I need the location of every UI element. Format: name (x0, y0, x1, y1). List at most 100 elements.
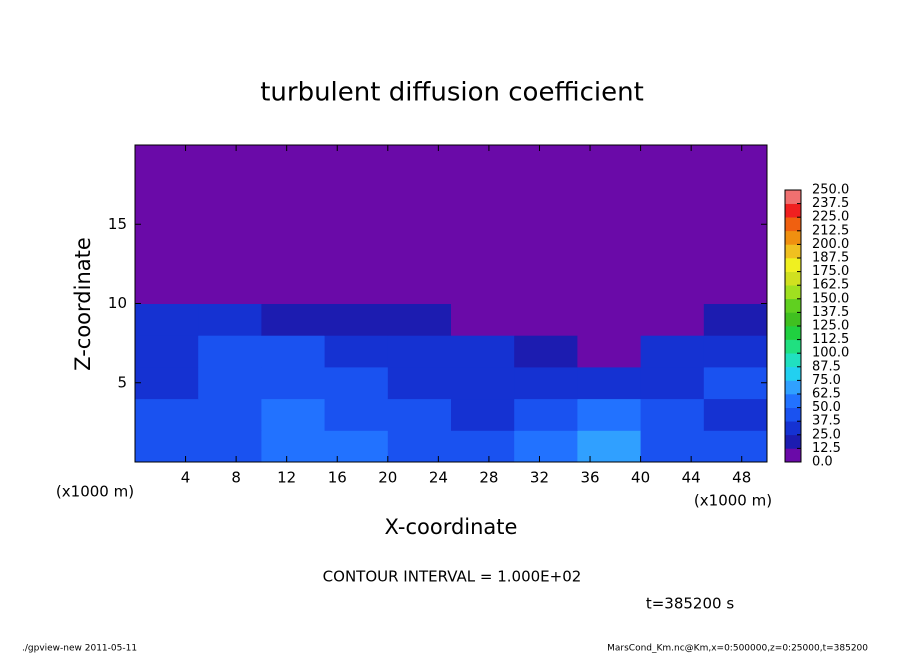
colorbar-label: 0.0 (812, 455, 833, 470)
colorbar-swatch (785, 326, 801, 340)
colorbar-label: 250.0 (812, 183, 849, 198)
cell (261, 335, 326, 368)
colorbar-label: 112.5 (812, 332, 849, 347)
x-tick-label: 48 (732, 469, 751, 487)
colorbar-swatch (785, 244, 801, 259)
x-unit-label: (x1000 m) (694, 492, 772, 510)
colorbar-label: 125.0 (812, 319, 849, 334)
colorbar-swatch (785, 203, 801, 218)
y-tick-label: 15 (108, 215, 127, 233)
cell (135, 303, 199, 336)
cell (577, 145, 642, 304)
colorbar-swatch (785, 448, 801, 463)
colorbar-swatch (785, 434, 801, 449)
colorbar-swatch (785, 353, 801, 368)
cell (451, 303, 515, 336)
colorbar-swatch (785, 421, 801, 436)
colorbar-swatch (785, 217, 801, 232)
colorbar-swatch (785, 366, 801, 381)
cell (387, 366, 452, 400)
colorbar-label: 175.0 (812, 264, 849, 279)
cell (703, 398, 768, 431)
cell (640, 335, 705, 368)
colorbar-label: 225.0 (812, 210, 849, 225)
cell (514, 145, 578, 304)
annotation: CONTOUR INTERVAL = 1.000E+02 (323, 568, 582, 586)
cell (324, 366, 389, 400)
cell (451, 145, 515, 304)
x-tick-label: 44 (682, 469, 701, 487)
colorbar-label: 137.5 (812, 305, 849, 320)
colorbar-swatch (785, 285, 801, 300)
cell (514, 398, 578, 431)
colorbar-label: 25.0 (812, 427, 841, 442)
cell (577, 303, 642, 336)
colorbar-swatch (785, 230, 801, 245)
cell (387, 430, 452, 463)
cell (451, 430, 515, 463)
cell (640, 303, 705, 336)
x-tick-label: 36 (580, 469, 599, 487)
footer-left: ./gpview-new 2011-05-11 (22, 644, 137, 654)
colorbar-label: 162.5 (812, 278, 849, 293)
cell (198, 430, 262, 463)
cell (198, 335, 262, 368)
x-tick-label: 28 (479, 469, 498, 487)
cell (640, 366, 705, 400)
x-tick-label: 32 (530, 469, 549, 487)
cell (261, 303, 326, 336)
cell (324, 430, 389, 463)
y-axis-label: Z-coordinate (71, 237, 95, 371)
cell (324, 145, 389, 304)
cell (135, 366, 199, 400)
cell (135, 335, 199, 368)
x-unit-label: (x1000 m) (56, 483, 134, 501)
cell (640, 145, 705, 304)
cell (261, 398, 326, 431)
colorbar-label: 87.5 (812, 359, 841, 374)
colorbar-swatch (785, 407, 801, 422)
time-label: t=385200 s (646, 595, 734, 613)
cell (198, 366, 262, 400)
cell (514, 366, 578, 400)
colorbar-label: 150.0 (812, 291, 849, 306)
cell (577, 366, 642, 400)
x-tick-label: 20 (378, 469, 397, 487)
cell (324, 303, 389, 336)
x-tick-label: 4 (181, 469, 191, 487)
colorbar-swatch (785, 339, 801, 354)
x-tick-label: 12 (277, 469, 296, 487)
cell (198, 303, 262, 336)
cell (577, 430, 642, 463)
cell (198, 398, 262, 431)
colorbar-swatch (785, 298, 801, 313)
cell (703, 430, 768, 463)
colorbar-label: 62.5 (812, 387, 841, 402)
colorbar-label: 75.0 (812, 373, 841, 388)
x-axis-label: X-coordinate (385, 515, 518, 539)
cell (640, 398, 705, 431)
colorbar-swatch (785, 271, 801, 286)
y-tick-label: 10 (108, 294, 127, 312)
cell (135, 145, 199, 304)
cell (387, 335, 452, 368)
colorbar-label: 50.0 (812, 400, 841, 415)
cell (135, 430, 199, 463)
colorbar-swatch (785, 380, 801, 395)
cell (703, 303, 768, 336)
cell (261, 145, 326, 304)
cell (451, 366, 515, 400)
cell (703, 145, 768, 304)
cell (135, 398, 199, 431)
cell (387, 145, 452, 304)
footer-right: MarsCond_Km.nc@Km,x=0:500000,z=0:25000,t… (607, 644, 868, 654)
cell (703, 366, 768, 400)
cell (640, 430, 705, 463)
colorbar-label: 237.5 (812, 196, 849, 211)
colorbar-label: 200.0 (812, 237, 849, 252)
cell (261, 366, 326, 400)
y-tick-label: 5 (117, 373, 127, 391)
colorbar-label: 37.5 (812, 414, 841, 429)
cell (324, 335, 389, 368)
